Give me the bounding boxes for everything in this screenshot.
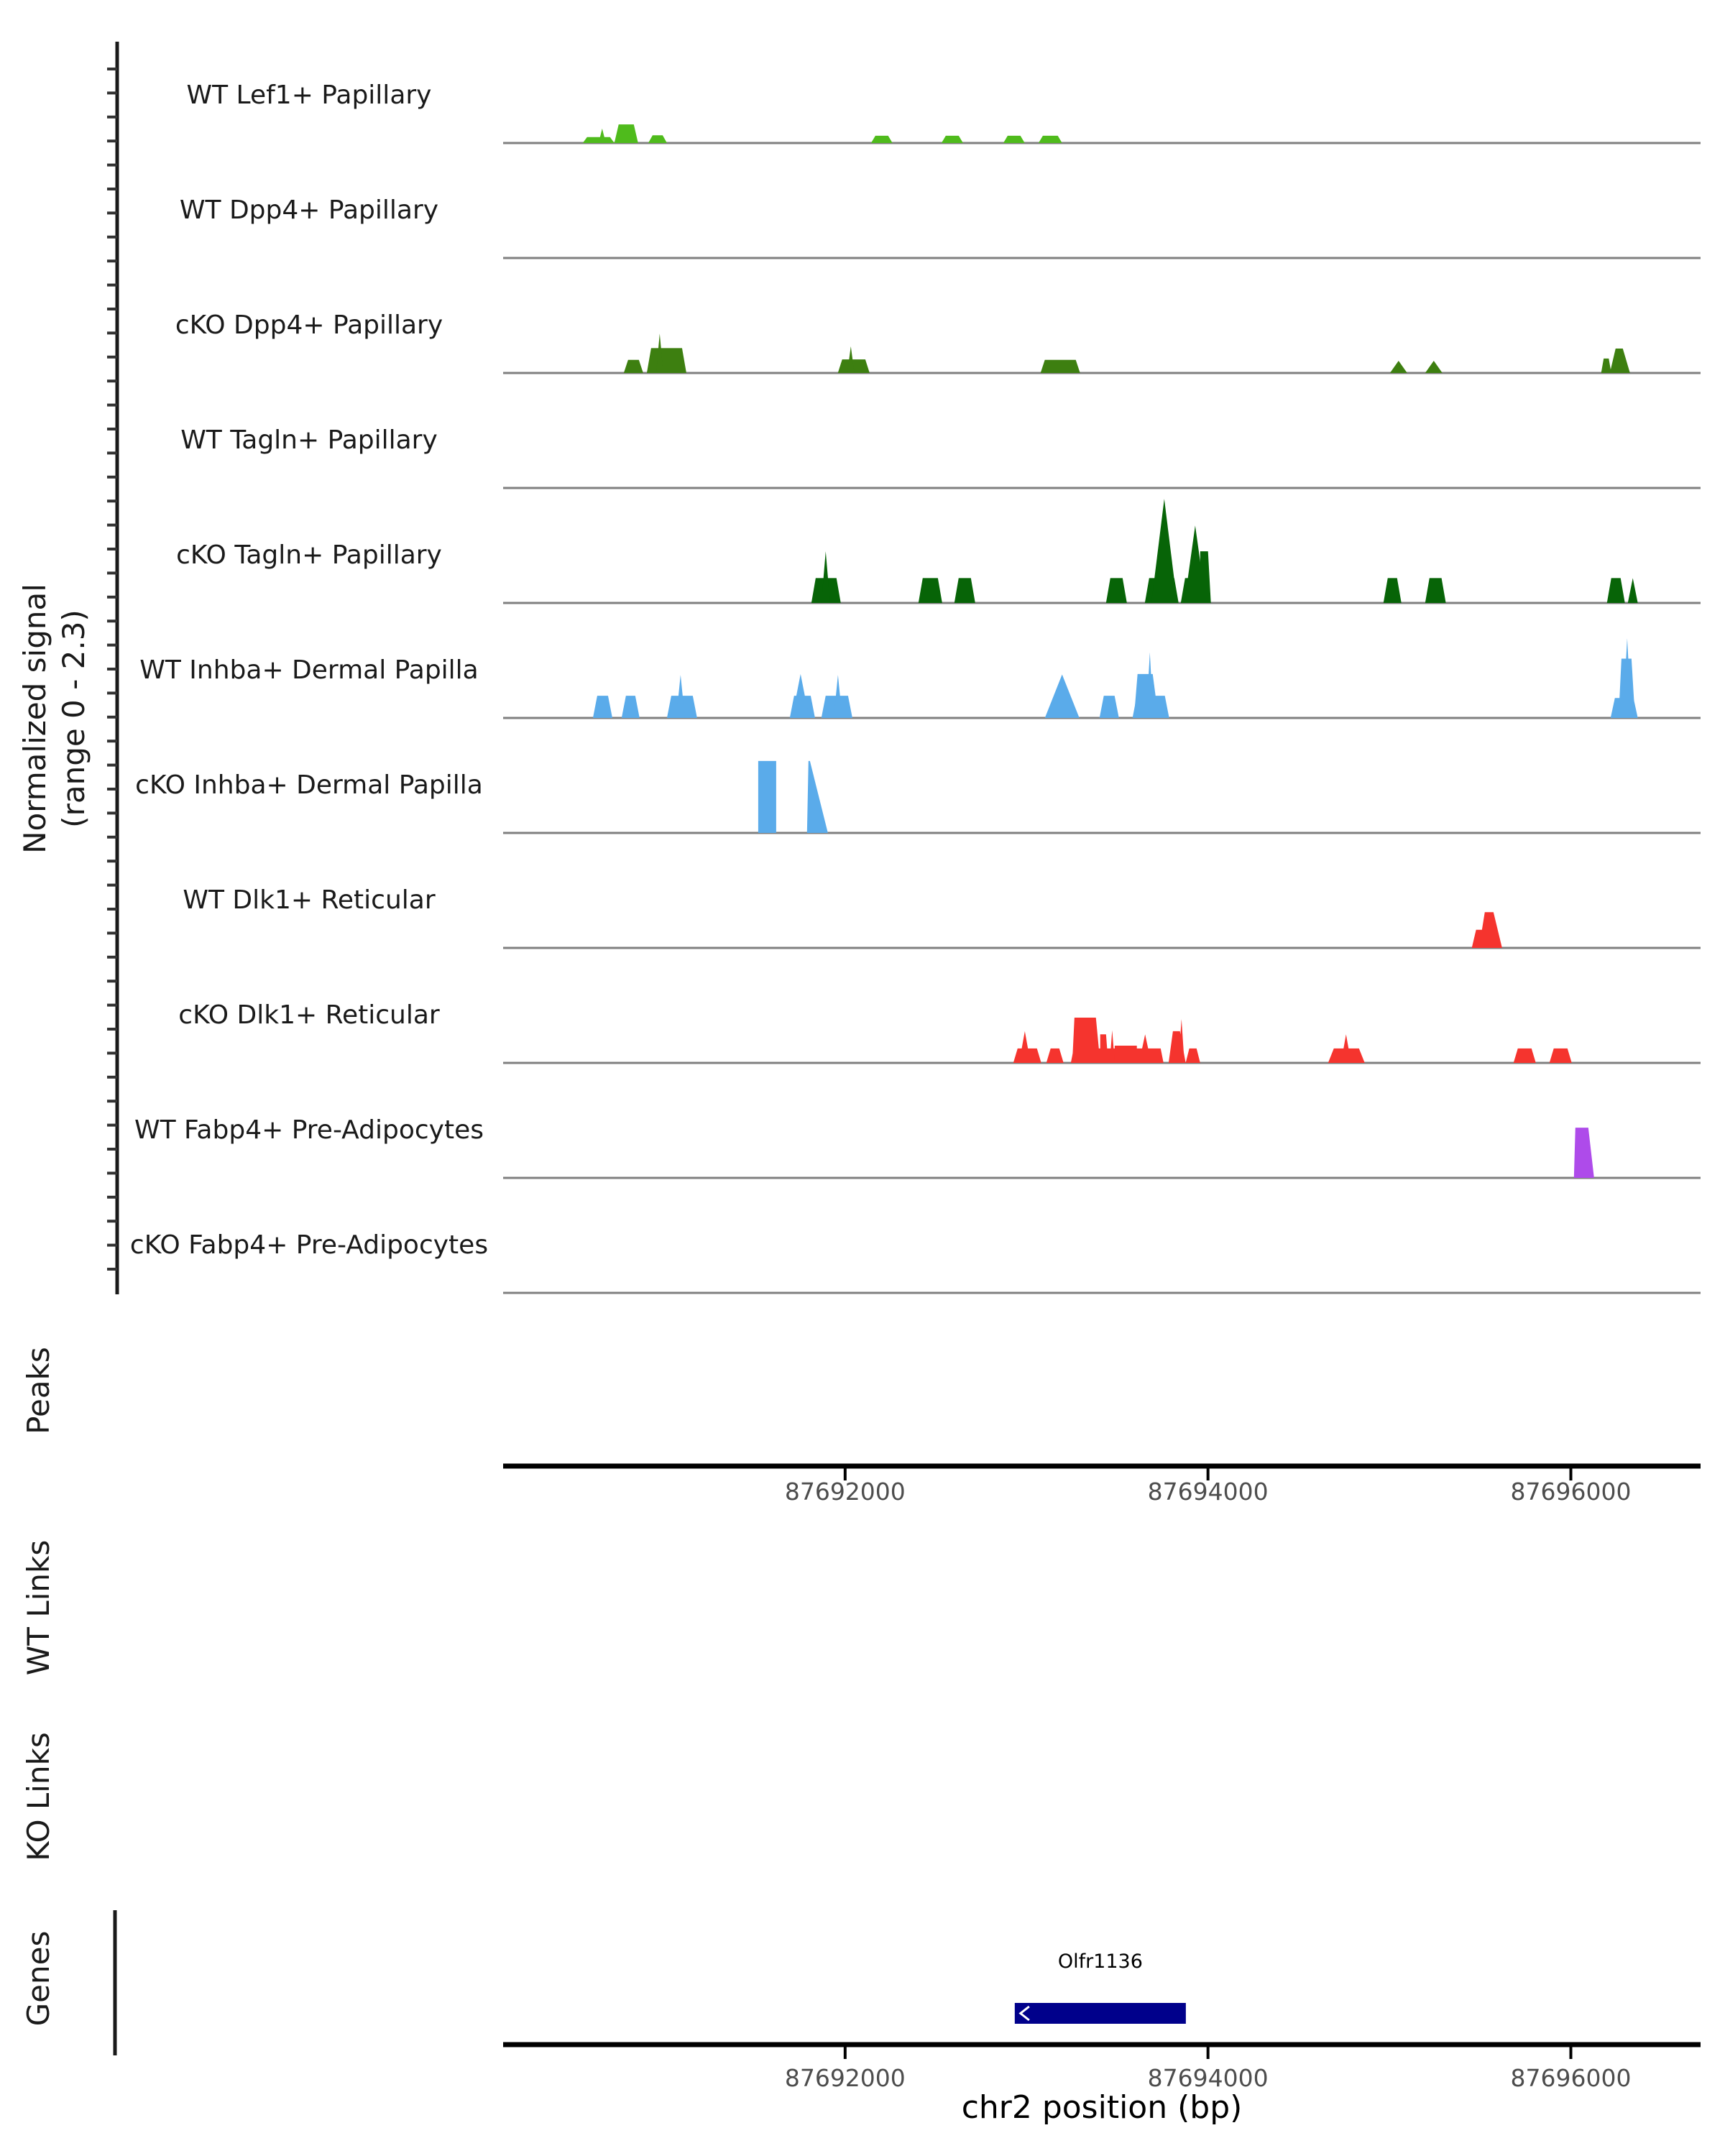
signal-peak [656, 333, 663, 373]
peaks-genome-axis: 87692000 87694000 87696000 [503, 1463, 1701, 1506]
signal-peak [1601, 358, 1611, 373]
signal-peak [1549, 1048, 1572, 1063]
signal-track-wt-dlk1-reticular [503, 912, 1701, 949]
axis-tick-label: 87694000 [1148, 2064, 1269, 2092]
panel-label-peaks: Peaks [21, 1347, 56, 1434]
signal-peak [1046, 1048, 1064, 1063]
track-label-wt-dpp4-papillary: WT Dpp4+ Papillary [180, 195, 438, 225]
y-axis-label-line1: Normalized signal [17, 584, 52, 854]
signal-peak [1151, 499, 1177, 603]
signal-peak [847, 346, 855, 373]
axis-tick-label: 87692000 [785, 2064, 906, 2092]
signal-peak [1622, 638, 1632, 718]
signal-peak [676, 675, 685, 718]
signal-peak [941, 135, 963, 143]
signal-peak [1018, 1031, 1031, 1063]
track-label-wt-dlk1-reticular: WT Dlk1+ Reticular [183, 885, 435, 915]
signal-peak [623, 359, 643, 373]
plot-labels: WT Lef1+ Papillary WT Dpp4+ Papillary cK… [17, 80, 1242, 2126]
panel-label-wt-links: WT Links [21, 1540, 56, 1675]
signal-peak [1425, 360, 1443, 373]
gene-body [1014, 2003, 1186, 2024]
signal-peak [646, 348, 686, 373]
signal-peak [1609, 348, 1630, 373]
track-label-cko-dpp4-papillary: cKO Dpp4+ Papillary [175, 310, 443, 340]
signal-peak [648, 135, 667, 143]
gene-olfr1136: Olfr1136 [1014, 1950, 1186, 2024]
y-axis-label-line2: (range 0 - 2.3) [56, 609, 91, 828]
track-label-wt-inhba-dermal-papilla: WT Inhba+ Dermal Papilla [139, 655, 478, 685]
signal-peak [614, 124, 638, 143]
signal-peak [1040, 359, 1080, 373]
panel-label-ko-links: KO Links [21, 1732, 56, 1861]
genes-genome-axis: 87692000 87694000 87696000 [503, 2042, 1701, 2092]
x-axis-label: chr2 position (bp) [962, 2089, 1243, 2126]
track-label-cko-inhba-dermal-papilla: cKO Inhba+ Dermal Papilla [135, 770, 483, 800]
signal-peak [1114, 1046, 1137, 1063]
track-label-wt-fabp4-pre-adipocytes: WT Fabp4+ Pre-Adipocytes [134, 1115, 484, 1145]
signal-track-cko-inhba-dermal-papilla [503, 760, 1701, 834]
signal-peak [1044, 674, 1080, 718]
signal-peak [1072, 1018, 1100, 1063]
signal-peak [918, 578, 942, 603]
signal-peak [1138, 1034, 1151, 1063]
signal-peak [870, 135, 893, 143]
signal-peak [1105, 578, 1127, 603]
axis-tick-label: 87696000 [1511, 1478, 1632, 1506]
signal-peak [1627, 578, 1638, 603]
signal-peak [821, 551, 830, 603]
signal-track-cko-dpp4-papillary [503, 333, 1701, 374]
signal-peak [1146, 652, 1154, 718]
track-label-cko-dlk1-reticular: cKO Dlk1+ Reticular [178, 1000, 440, 1030]
signal-peak [1425, 578, 1446, 603]
signal-peak [582, 137, 615, 143]
panel-label-genes: Genes [21, 1931, 56, 2027]
signal-peak [954, 578, 975, 603]
signal-peak [1340, 1034, 1351, 1063]
signal-peak [621, 696, 640, 718]
signal-track-cko-dlk1-reticular [503, 1018, 1701, 1064]
signal-peak [1003, 135, 1025, 143]
axis-tick-label: 87694000 [1148, 1478, 1269, 1506]
signal-peak [1100, 1034, 1108, 1063]
signal-peak [1038, 135, 1062, 143]
signal-peak [1133, 673, 1159, 718]
signal-peak [837, 359, 870, 373]
track-label-wt-tagln-papillary: WT Tagln+ Papillary [180, 425, 438, 455]
track-label-wt-lef1-papillary: WT Lef1+ Papillary [187, 80, 432, 110]
signal-peak [806, 760, 828, 833]
signal-peak [1606, 578, 1625, 603]
signal-peak [1383, 578, 1402, 603]
track-label-cko-fabp4-pre-adipocytes: cKO Fabp4+ Pre-Adipocytes [130, 1230, 488, 1260]
signal-peak [1178, 1018, 1184, 1063]
signal-peak [1389, 360, 1407, 373]
gene-strand-arrow [1018, 2005, 1030, 2022]
gene-name-label: Olfr1136 [1058, 1950, 1143, 1973]
signal-peak [1099, 696, 1119, 718]
signal-peak [1109, 1030, 1115, 1063]
axis-tick-label: 87692000 [785, 1478, 906, 1506]
signal-peak [833, 675, 842, 718]
signal-peak [1513, 1048, 1536, 1063]
signal-track-wt-lef1-papillary [503, 124, 1701, 144]
signal-track-wt-fabp4-pre-adipocytes [503, 1128, 1701, 1179]
signal-peak [1478, 912, 1502, 948]
signal-peak [598, 128, 606, 143]
signal-peak [1200, 551, 1211, 603]
signal-peak [592, 696, 612, 718]
signal-peak [1185, 1048, 1200, 1063]
signal-peak [791, 673, 809, 718]
signal-track-wt-inhba-dermal-papilla [503, 638, 1701, 719]
axis-tick-label: 87696000 [1511, 2064, 1632, 2092]
plot-shapes: 87692000 87694000 87696000 87692000 87694000… [107, 42, 1701, 2092]
signal-track-cko-tagln-papillary [503, 499, 1701, 604]
signal-peak [758, 760, 776, 833]
track-label-cko-tagln-papillary: cKO Tagln+ Papillary [176, 540, 442, 570]
signal-peak [1573, 1128, 1594, 1178]
